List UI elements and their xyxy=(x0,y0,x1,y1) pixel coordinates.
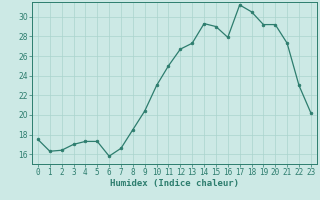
X-axis label: Humidex (Indice chaleur): Humidex (Indice chaleur) xyxy=(110,179,239,188)
